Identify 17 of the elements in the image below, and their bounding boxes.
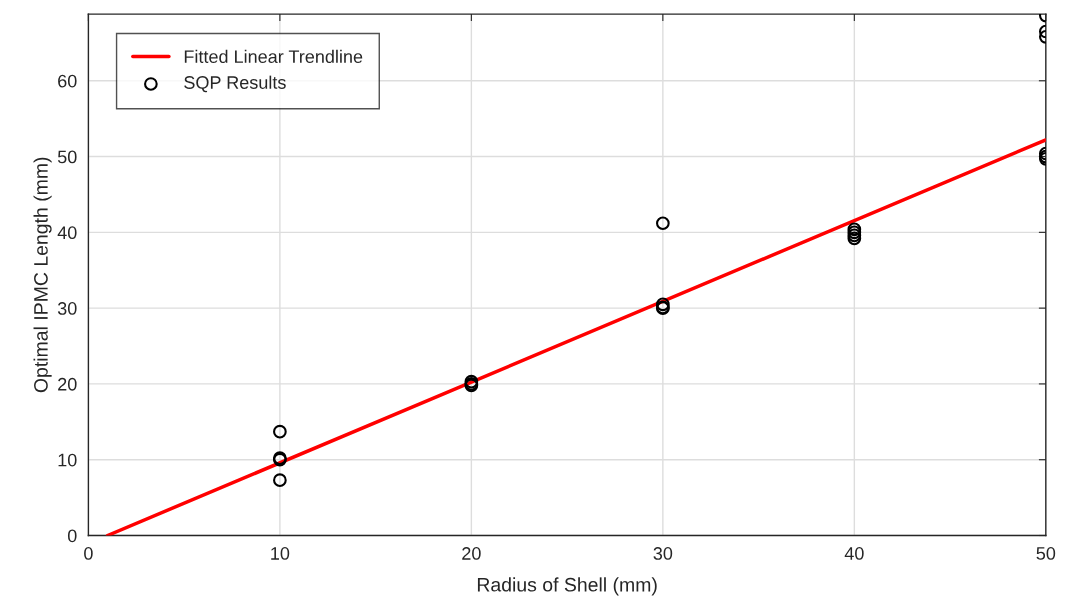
y-tick-label: 10 <box>58 453 77 467</box>
x-tick-label: 0 <box>84 547 93 560</box>
y-tick-label: 30 <box>57 302 77 315</box>
y-tick-label: 0 <box>67 529 77 543</box>
x-tick-label: 10 <box>271 547 290 560</box>
legend-label: Fitted Linear Trendline <box>184 49 363 64</box>
x-tick-label: 30 <box>653 547 673 560</box>
y-axis-title: Optimal IPMC Length (mm) <box>33 157 52 393</box>
y-tick-label: 40 <box>57 226 77 240</box>
y-tick-label: 20 <box>58 377 77 391</box>
y-tick-label: 60 <box>58 74 77 88</box>
x-axis-title: Radius of Shell (mm) <box>477 577 657 596</box>
y-tick-label: 50 <box>57 150 77 164</box>
x-tick-label: 20 <box>462 547 481 560</box>
x-tick-label: 50 <box>1036 547 1056 560</box>
x-tick-label: 40 <box>844 547 864 560</box>
legend-label: SQP Results <box>184 75 286 93</box>
